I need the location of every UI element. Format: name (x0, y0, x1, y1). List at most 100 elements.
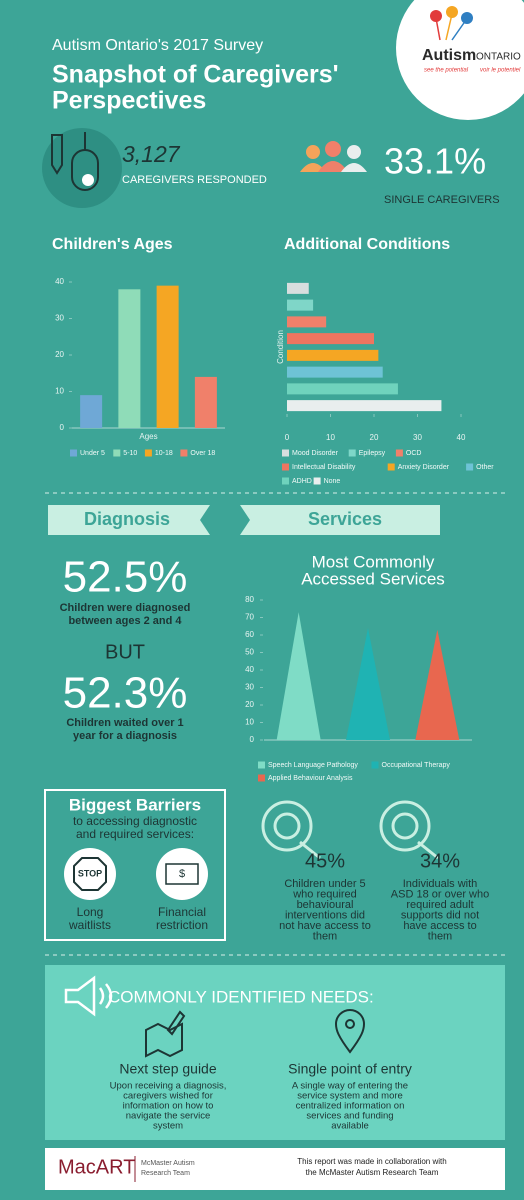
need-text: services and funding (306, 1111, 393, 1122)
legend-label: Other (476, 464, 494, 471)
stat-value: 3,127 (122, 141, 181, 167)
logo-tagline: voir le potentiel (480, 68, 521, 74)
needs-box (45, 965, 505, 1140)
y-tick-label: 60 (245, 630, 254, 639)
fact-text: have access to (403, 920, 476, 932)
x-tick-label: 20 (370, 433, 379, 442)
chart-title: Additional Conditions (284, 236, 450, 253)
y-tick-label: 40 (55, 277, 64, 286)
target-icon (261, 800, 439, 860)
bar (287, 366, 383, 378)
fact-text: between ages 2 and 4 (68, 615, 182, 627)
people-icon (300, 141, 367, 172)
legend-label: Over 18 (190, 450, 215, 457)
need-text: available (331, 1121, 369, 1132)
legend-label: None (324, 478, 341, 485)
legend-swatch (258, 761, 265, 769)
x-tick-label: 30 (413, 433, 422, 442)
megaphone-icon (64, 975, 113, 1017)
banner-text: Diagnosis (84, 509, 170, 529)
stat-value: 33.1% (384, 141, 486, 182)
bar (287, 316, 327, 328)
need-title: Single point of entry (288, 1061, 412, 1077)
fact-text: them (313, 930, 337, 942)
footer-logo: MacART (58, 1156, 135, 1178)
need-text: caregivers wished for (123, 1091, 213, 1102)
need-text: service system and more (297, 1091, 403, 1102)
logo-flowers (430, 6, 473, 41)
logo-tagline: see the potential (424, 68, 469, 74)
banner (240, 505, 440, 535)
chart-title: Children's Ages (52, 236, 173, 253)
stat-icon (51, 132, 99, 191)
barriers-subtitle: and required services: (76, 827, 194, 841)
y-tick-label: 0 (250, 735, 255, 744)
triangle-bar (346, 628, 390, 740)
big-percent: 52.5% (63, 553, 188, 602)
legend-label: Applied Behaviour Analysis (268, 775, 353, 782)
need-text: A single way of entering the (292, 1081, 408, 1092)
bar (156, 285, 179, 428)
legend-swatch (371, 761, 379, 769)
bar (287, 349, 379, 361)
legend-label: Mood Disorder (292, 450, 339, 457)
legend-swatch (144, 449, 152, 457)
footer-logo-sub: McMaster Autism (141, 1160, 195, 1167)
bar (287, 299, 314, 311)
legend-swatch (282, 477, 289, 485)
y-tick-label: 50 (245, 648, 254, 657)
stop-sign (73, 857, 107, 891)
legend-swatch (466, 463, 474, 471)
charts: 0 10 20 30 40 Ages Under 5 5-10 10-18 Over 18 0 10 2… (55, 277, 494, 782)
need-text: system (153, 1121, 183, 1132)
fact-text: Children under 5 (284, 878, 365, 890)
legend-swatch (313, 477, 321, 485)
bar (118, 289, 141, 428)
y-tick-label: 40 (245, 665, 254, 674)
barriers-box (44, 789, 226, 941)
legend-label: OCD (406, 450, 422, 457)
legend-swatch (348, 449, 356, 457)
title: Perspectives (52, 87, 206, 115)
need-text: Upon receiving a diagnosis, (110, 1081, 227, 1092)
fact-text: required adult (406, 899, 473, 911)
y-tick-label: 70 (245, 613, 254, 622)
y-tick-label: 20 (55, 350, 64, 359)
logo-circle (396, 0, 524, 120)
bar (287, 383, 398, 395)
bar (80, 395, 103, 428)
footer-logo-sub: Research Team (141, 1170, 190, 1177)
footer-note: This report was made in collaboration wi… (297, 1157, 446, 1166)
footer (45, 1148, 505, 1190)
fact-text: behavioural (297, 899, 354, 911)
need-title: Next step guide (119, 1061, 216, 1077)
bill (165, 863, 199, 885)
legend-label: 10-18 (155, 450, 173, 457)
x-axis-label: Ages (139, 432, 157, 441)
bar (287, 333, 374, 345)
fact-text: Individuals with (403, 878, 478, 890)
logo-name: Autism (422, 47, 476, 64)
legend-label: Speech Language Pathology (268, 762, 358, 769)
fact-percent: 45% (305, 850, 345, 872)
legend-swatch (282, 449, 289, 457)
barrier-label: Financial (158, 905, 206, 919)
logo-name-caps: ONTARIO (476, 52, 521, 63)
fact-text: Children were diagnosed (60, 602, 191, 614)
legend-swatch (258, 774, 265, 782)
legend-swatch (387, 463, 395, 471)
stat-label: CAREGIVERS RESPONDED (122, 174, 267, 186)
fact-text: Children waited over 1 (66, 717, 183, 729)
y-tick-label: 30 (245, 683, 254, 692)
legend-label: Occupational Therapy (382, 762, 451, 769)
fact-text: not have access to (279, 920, 371, 932)
icon-text: STOP (78, 868, 102, 878)
y-tick-label: 30 (55, 314, 64, 323)
y-tick-label: 10 (245, 718, 254, 727)
fact-text: interventions did (285, 909, 365, 921)
fact-text: ASD 18 or over who (391, 888, 489, 900)
bar (287, 400, 442, 412)
